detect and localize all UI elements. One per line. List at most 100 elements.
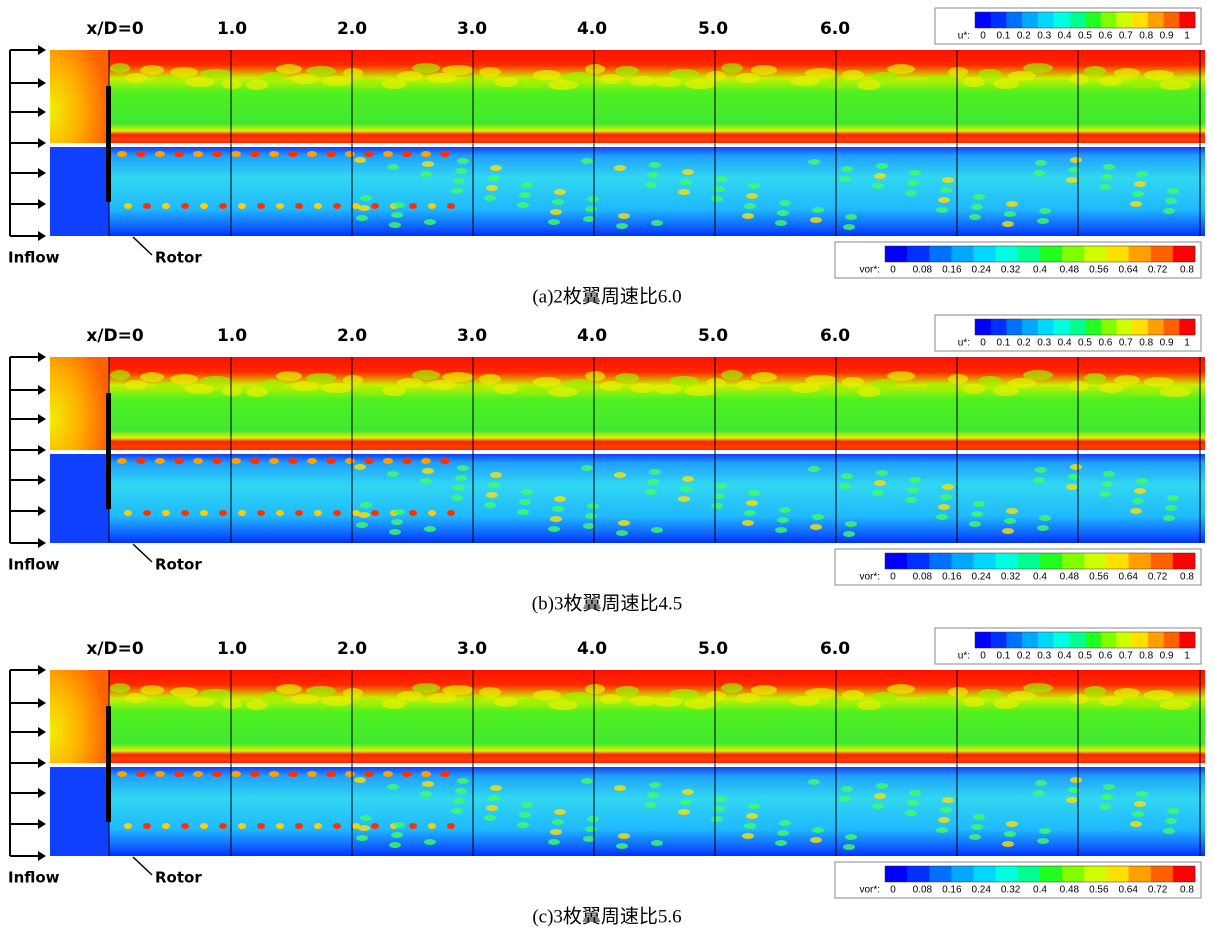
inflow-arrowhead xyxy=(38,445,46,455)
tip-vortex xyxy=(383,458,393,464)
shear-eddy xyxy=(397,691,423,701)
shear-eddy xyxy=(358,698,380,708)
shear-eddy xyxy=(427,380,457,390)
legend-swatch xyxy=(885,866,908,882)
shear-eddy xyxy=(479,67,501,77)
shear-eddy xyxy=(200,376,232,386)
legend-swatch xyxy=(973,866,997,882)
shear-eddy xyxy=(993,79,1019,89)
wake-vortex xyxy=(1066,484,1078,490)
shear-eddy xyxy=(751,685,777,695)
shear-eddy xyxy=(600,381,622,391)
tip-vortex xyxy=(231,458,241,464)
legend-swatch xyxy=(885,246,908,262)
tip-vortex xyxy=(155,151,165,157)
wake-vortex xyxy=(455,475,467,481)
wake-vortex xyxy=(808,466,820,472)
tip-vortex xyxy=(124,823,132,829)
tip-vortex xyxy=(326,771,336,777)
shear-eddy xyxy=(518,698,544,708)
legend-swatch xyxy=(1116,319,1133,335)
wake-vortex xyxy=(1132,498,1144,504)
legend-tick: 0 xyxy=(890,265,896,276)
rotor-label: Rotor xyxy=(155,869,202,887)
legend-swatch xyxy=(1132,632,1149,648)
wake-vortex xyxy=(618,213,630,219)
legend-tick: 0.7 xyxy=(1119,651,1133,662)
wake-vortex xyxy=(678,809,690,815)
wake-vortex xyxy=(550,209,562,215)
legend-swatch xyxy=(1037,319,1054,335)
legend-swatch xyxy=(1006,12,1023,28)
shear-eddy xyxy=(1129,698,1157,708)
legend-tick: 0 xyxy=(980,31,986,42)
shear-eddy xyxy=(706,71,726,81)
wake-vortex xyxy=(808,159,820,165)
wake-vortex xyxy=(651,220,663,226)
wake-vortex xyxy=(1163,208,1175,214)
shear-eddy xyxy=(600,74,622,84)
tip-vortex xyxy=(276,823,284,829)
x-position-label: x/D=0 xyxy=(86,639,144,659)
wake-vortex xyxy=(422,781,434,787)
tip-vortex xyxy=(269,771,279,777)
wake-vortex xyxy=(519,499,531,505)
tip-vortex xyxy=(250,151,260,157)
wake-vortex xyxy=(746,500,758,506)
wake-vortex xyxy=(715,483,727,489)
wake-vortex xyxy=(645,182,657,188)
legend-tick: 0.5 xyxy=(1078,338,1092,349)
wake-vortex xyxy=(420,171,432,177)
shear-eddy xyxy=(321,76,353,86)
wake-vortex xyxy=(391,212,403,218)
legend-swatch xyxy=(951,553,974,569)
tip-vortex xyxy=(288,771,298,777)
shear-eddy xyxy=(654,697,682,707)
wake-vortex xyxy=(424,839,436,845)
inflow-label: Inflow xyxy=(8,556,60,574)
shear-eddy xyxy=(615,686,639,696)
wake-vortex xyxy=(455,788,467,794)
tip-vortex xyxy=(250,771,260,777)
shear-eddy xyxy=(857,387,881,397)
shear-eddy xyxy=(533,70,561,80)
tip-vortex xyxy=(276,510,284,516)
x-position-label: 2.0 xyxy=(337,639,367,659)
shear-eddy xyxy=(1159,387,1191,397)
legend-tick: 0.5 xyxy=(1078,31,1092,42)
velocity-contour xyxy=(50,670,1205,764)
legend-tick: 0.1 xyxy=(996,651,1010,662)
legend-tick: 0.64 xyxy=(1118,572,1138,583)
tip-vortex xyxy=(295,203,303,209)
wake-vortex xyxy=(938,504,950,510)
shear-eddy xyxy=(533,377,561,387)
legend-tick: 0.7 xyxy=(1119,31,1133,42)
wake-vortex xyxy=(451,495,463,501)
tip-vortex xyxy=(364,458,374,464)
legend-swatch xyxy=(1100,632,1117,648)
shear-eddy xyxy=(1114,375,1140,385)
shear-eddy xyxy=(585,64,605,74)
inflow-region xyxy=(50,670,109,764)
rotor-label: Rotor xyxy=(155,556,202,574)
wake-vortex xyxy=(973,501,985,507)
wake-vortex xyxy=(843,531,855,537)
legend-tick: 0.56 xyxy=(1089,885,1109,896)
wake-vortex xyxy=(971,204,983,210)
shear-eddy xyxy=(790,76,820,86)
wake-vortex xyxy=(812,827,824,833)
shear-eddy xyxy=(306,686,336,696)
shear-eddy xyxy=(872,72,898,82)
wake-vortex xyxy=(936,207,948,213)
legend-tick: 0.6 xyxy=(1098,338,1112,349)
legend-swatch xyxy=(1163,319,1180,335)
tip-vortex xyxy=(200,203,208,209)
legend-tick: 0.08 xyxy=(913,572,933,583)
wake-vortex xyxy=(1167,188,1179,194)
wake-vortex xyxy=(1136,478,1148,484)
legend-tick: 0.9 xyxy=(1160,31,1174,42)
tip-vortex xyxy=(307,771,317,777)
x-position-label: x/D=0 xyxy=(86,326,144,346)
wake-vortex xyxy=(1070,464,1082,470)
inflow-arrowhead xyxy=(38,199,46,209)
